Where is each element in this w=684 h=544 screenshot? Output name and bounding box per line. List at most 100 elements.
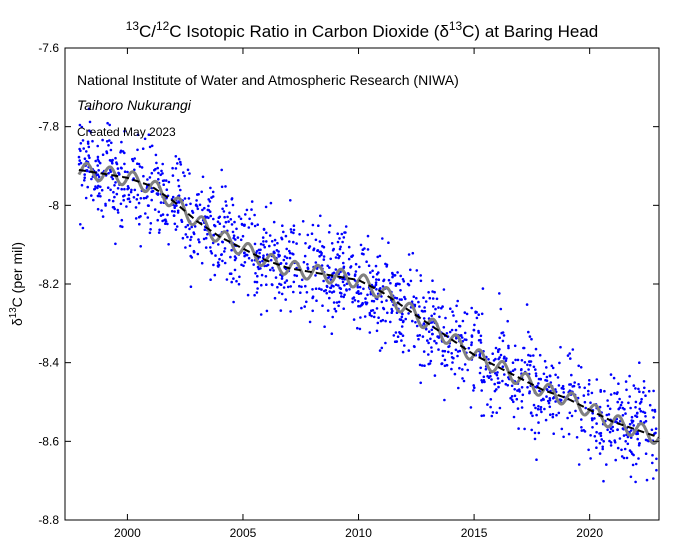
data-point: [237, 282, 241, 286]
data-point: [218, 222, 222, 225]
data-point: [186, 223, 190, 227]
data-point: [110, 175, 113, 179]
data-point: [289, 228, 293, 231]
data-point: [323, 325, 326, 329]
data-point: [431, 279, 434, 283]
data-point: [525, 303, 529, 306]
data-point: [265, 283, 268, 287]
data-point: [534, 372, 538, 375]
data-point: [514, 358, 517, 362]
data-point: [570, 373, 573, 377]
data-point: [339, 287, 343, 291]
data-point: [378, 254, 382, 258]
data-point: [203, 206, 206, 210]
data-point: [614, 458, 617, 462]
data-point: [546, 399, 550, 403]
data-point: [463, 311, 467, 314]
data-point: [83, 157, 87, 160]
data-point: [88, 120, 92, 124]
data-point: [630, 450, 633, 454]
data-point: [644, 419, 648, 423]
data-point: [380, 300, 384, 304]
data-point: [538, 389, 541, 393]
data-point: [330, 284, 334, 287]
data-point: [550, 364, 554, 368]
data-point: [643, 411, 647, 415]
data-point: [345, 282, 349, 286]
data-point: [535, 413, 538, 417]
data-point: [367, 264, 371, 268]
data-point: [157, 231, 161, 234]
data-point: [329, 286, 332, 290]
data-point: [322, 258, 326, 261]
data-point: [176, 162, 179, 165]
data-point: [343, 278, 347, 281]
data-point: [454, 328, 458, 332]
data-point: [435, 297, 439, 301]
data-point: [334, 283, 338, 287]
data-point: [599, 431, 603, 435]
data-point: [85, 150, 88, 153]
data-point: [435, 341, 438, 345]
data-point: [330, 242, 334, 245]
data-point: [321, 244, 324, 248]
data-point: [441, 305, 444, 308]
data-point: [133, 188, 137, 192]
data-point: [260, 273, 264, 277]
data-point: [87, 107, 91, 111]
data-point: [652, 389, 655, 393]
data-point: [161, 179, 165, 183]
data-point: [430, 314, 434, 318]
data-point: [339, 245, 342, 249]
data-point: [238, 275, 241, 279]
data-point: [159, 201, 163, 204]
data-point: [265, 240, 268, 243]
data-point: [493, 382, 497, 386]
data-point: [652, 416, 655, 419]
data-point: [423, 364, 426, 368]
data-point: [134, 217, 138, 220]
data-point: [620, 448, 623, 452]
data-point: [303, 305, 307, 308]
data-point: [501, 365, 505, 369]
data-point: [399, 332, 403, 336]
data-point: [537, 431, 541, 435]
data-point: [225, 204, 228, 207]
data-point: [280, 277, 284, 280]
data-point: [193, 225, 197, 228]
data-point: [91, 139, 94, 143]
data-point: [306, 263, 309, 266]
data-point: [362, 287, 365, 291]
data-point: [527, 368, 530, 371]
data-point: [643, 386, 646, 390]
data-point: [560, 386, 564, 390]
data-point: [114, 242, 117, 246]
data-point: [520, 368, 523, 371]
data-point: [187, 197, 191, 200]
data-point: [148, 176, 152, 179]
data-point: [371, 269, 374, 273]
data-point: [532, 403, 536, 407]
data-point: [94, 185, 97, 188]
data-point: [497, 385, 500, 389]
data-point: [308, 320, 312, 324]
data-point: [520, 359, 524, 362]
data-point: [538, 353, 542, 357]
data-point: [82, 147, 85, 150]
data-point: [351, 297, 355, 300]
data-point: [347, 273, 351, 276]
data-point: [380, 346, 384, 350]
data-point: [207, 216, 210, 220]
data-point: [648, 403, 652, 407]
data-point: [185, 203, 188, 207]
data-point: [605, 463, 608, 466]
data-point: [533, 431, 537, 435]
data-point: [279, 262, 283, 265]
data-point: [613, 441, 617, 444]
data-point: [601, 445, 604, 449]
data-point: [532, 365, 536, 369]
data-point: [501, 331, 505, 334]
data-point: [256, 287, 259, 290]
data-point: [448, 330, 452, 334]
data-point: [171, 195, 175, 199]
